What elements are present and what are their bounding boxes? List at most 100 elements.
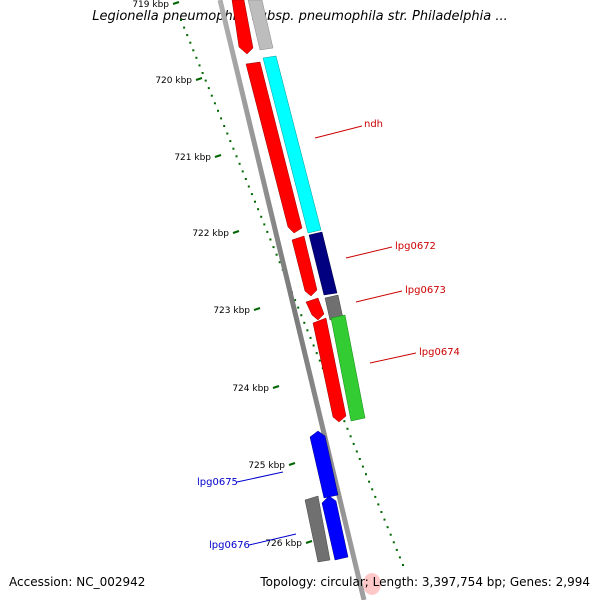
gene-label-ndh[interactable]: ndh bbox=[364, 119, 383, 130]
ruler-dot bbox=[204, 79, 207, 82]
ruler-dot bbox=[312, 344, 315, 347]
backbone-line bbox=[217, 0, 367, 600]
ruler-dot bbox=[229, 140, 232, 143]
feature-ndh bbox=[262, 55, 322, 234]
ruler-dot bbox=[254, 200, 256, 203]
ruler-dot bbox=[380, 511, 383, 513]
gene-label-lpg0676[interactable]: lpg0676 bbox=[209, 540, 250, 551]
cds-red-ndh bbox=[245, 61, 303, 234]
ruler-dot bbox=[402, 564, 404, 566]
ruler-major-tick bbox=[288, 462, 296, 466]
cds-gray-lpg0676 bbox=[304, 495, 331, 563]
ruler-dot bbox=[207, 87, 210, 90]
topology-summary: Topology: circular; Length: 3,397,754 bp… bbox=[260, 575, 590, 589]
ruler-major-tick bbox=[172, 1, 180, 5]
ruler-dot bbox=[201, 72, 204, 74]
cds-red-top bbox=[231, 0, 254, 55]
ruler-label: 721 kbp bbox=[174, 153, 211, 163]
ruler-dot bbox=[238, 162, 241, 165]
ruler-dot bbox=[210, 94, 213, 97]
cds-red-lpg0672 bbox=[291, 235, 318, 297]
ruler-dot bbox=[352, 442, 355, 445]
ruler-dot bbox=[186, 34, 189, 37]
forward-cds-track bbox=[231, 0, 349, 563]
ruler-dot bbox=[244, 178, 247, 180]
ruler-major-tick bbox=[214, 154, 222, 158]
ruler-major-tick bbox=[195, 77, 203, 81]
ruler-dot bbox=[318, 359, 321, 362]
ruler-dot bbox=[247, 185, 250, 188]
ruler-dot bbox=[346, 427, 349, 430]
ruler-dot bbox=[365, 473, 367, 476]
ruler-dot bbox=[349, 435, 352, 438]
ruler-label: 725 kbp bbox=[248, 461, 285, 471]
bottom-shadow bbox=[363, 573, 381, 595]
ruler-dot bbox=[213, 102, 216, 105]
ruler-dot bbox=[241, 170, 244, 173]
ruler-dot bbox=[377, 503, 380, 506]
gene-leaders bbox=[236, 125, 417, 546]
ruler-dot bbox=[309, 336, 312, 339]
ruler-dot bbox=[266, 230, 269, 233]
ruler-label: 720 kbp bbox=[155, 76, 192, 86]
feature-lpg0672 bbox=[308, 231, 338, 296]
ruler-dot bbox=[386, 526, 389, 529]
ruler-dot bbox=[371, 488, 374, 491]
ruler-major-tick bbox=[272, 385, 280, 389]
ruler-dot bbox=[189, 41, 192, 44]
ruler-dot bbox=[272, 246, 275, 249]
ruler-dot bbox=[303, 321, 306, 324]
ruler-dot bbox=[395, 548, 398, 551]
ruler-dot bbox=[198, 64, 201, 67]
ruler-dot bbox=[297, 306, 300, 309]
ruler-dot bbox=[223, 125, 226, 127]
ruler-dot bbox=[392, 541, 395, 544]
ruler-dot bbox=[192, 49, 195, 52]
gene-label-lpg0672[interactable]: lpg0672 bbox=[395, 241, 436, 252]
gene-labels: ndh lpg0672 lpg0673 lpg0674 lpg0675 lpg0… bbox=[197, 119, 460, 551]
ruler-dot bbox=[358, 458, 361, 460]
ruler-dot bbox=[389, 533, 392, 536]
cds-blue-lpg0675 bbox=[309, 430, 339, 499]
ruler-dot bbox=[315, 352, 318, 355]
ruler-dot bbox=[343, 420, 346, 423]
ruler-dot bbox=[183, 26, 186, 29]
ruler-dot bbox=[278, 261, 281, 264]
ruler-dot bbox=[263, 223, 266, 226]
ruler-label: 719 kbp bbox=[132, 0, 169, 10]
ruler-label: 726 kbp bbox=[265, 539, 302, 549]
ruler-dot bbox=[383, 518, 386, 521]
ruler-dot bbox=[250, 193, 253, 196]
ruler-major-tick bbox=[305, 540, 313, 544]
ruler-dot bbox=[294, 299, 297, 302]
ruler-major-tick bbox=[253, 307, 261, 311]
ruler-dot bbox=[195, 56, 198, 59]
ruler-dot bbox=[232, 147, 235, 150]
gene-label-lpg0675[interactable]: lpg0675 bbox=[197, 477, 238, 488]
feature-lpg0674 bbox=[330, 314, 366, 422]
cds-blue-lpg0676 bbox=[321, 495, 349, 561]
ruler-dot bbox=[361, 465, 364, 468]
ruler-label: 723 kbp bbox=[213, 306, 250, 316]
ruler-dot bbox=[300, 314, 303, 317]
ruler-dot bbox=[269, 238, 272, 241]
ruler-label: 724 kbp bbox=[232, 384, 269, 394]
ruler-label: 722 kbp bbox=[192, 229, 229, 239]
feature-gray-top bbox=[247, 0, 274, 51]
ruler-ticks: 719 kbp 720 kbp 721 kbp 722 kbp 723 kbp 724 k… bbox=[132, 0, 313, 549]
accession-text: Accession: NC_002942 bbox=[9, 575, 146, 589]
ruler-dot bbox=[217, 109, 219, 112]
ruler-dot bbox=[374, 495, 377, 498]
gene-label-lpg0673[interactable]: lpg0673 bbox=[405, 285, 446, 296]
ruler-dot bbox=[368, 480, 371, 483]
ruler-dot bbox=[257, 208, 260, 211]
ruler-dot bbox=[180, 19, 182, 21]
ruler-dot bbox=[235, 155, 238, 158]
ruler-dot bbox=[220, 117, 223, 120]
feature-track bbox=[247, 0, 366, 422]
gene-label-lpg0674[interactable]: lpg0674 bbox=[419, 347, 460, 358]
ruler-dot bbox=[306, 329, 309, 332]
ruler-dot bbox=[260, 215, 263, 218]
ruler-dot bbox=[355, 450, 358, 453]
